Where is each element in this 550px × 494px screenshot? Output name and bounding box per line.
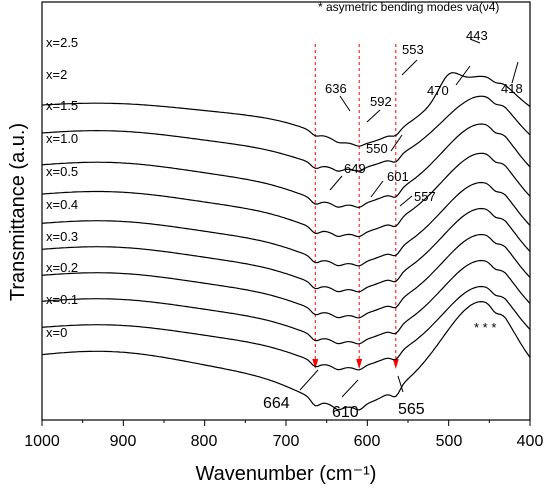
reference-arrow — [312, 359, 319, 369]
x-tick-label: 900 — [110, 433, 137, 450]
annotation-arrow — [339, 95, 351, 112]
annotation-label: 553 — [402, 42, 424, 57]
annotation-arrow — [366, 109, 381, 123]
x-tick-labels: 1000 900 800 700 600 500 400 — [24, 433, 543, 450]
series-label: x=0.1 — [46, 292, 78, 307]
annotation-label: 601 — [387, 169, 409, 184]
annotation-arrow — [401, 59, 418, 76]
x-axis-title: Wavenumber (cm⁻¹) — [196, 463, 377, 485]
annotations: 553 443 470 418 636 592 550 649 601 557 … — [263, 28, 523, 421]
annotation-label: 470 — [427, 83, 449, 98]
series-label: x=0.4 — [46, 197, 78, 212]
series-labels: x=2.5 x=2 x=1.5 x=1.0 x=0.5 x=0.4 x=0.3 … — [46, 35, 78, 340]
annotation-label: 649 — [344, 161, 366, 176]
series-line — [41, 259, 531, 345]
annotation-label: 636 — [325, 81, 347, 96]
annotation-arrow — [397, 375, 404, 393]
series-label: x=1.0 — [46, 131, 78, 146]
x-tick-label: 600 — [354, 433, 381, 450]
annotation-label: 610 — [332, 404, 359, 421]
annotation-arrow — [370, 180, 384, 198]
annotation-arrow — [299, 369, 319, 391]
series-line — [41, 123, 531, 209]
series-label: x=0 — [46, 325, 67, 340]
series-line — [41, 181, 531, 267]
annotation-arrow — [399, 195, 413, 207]
x-tick-label: 400 — [517, 433, 544, 450]
plot-frame — [41, 1, 531, 421]
series-label: x=2.5 — [46, 35, 78, 50]
annotation-label: 418 — [501, 81, 523, 96]
annotation-arrow — [390, 134, 403, 152]
annotation-label: 557 — [414, 189, 436, 204]
x-ticks — [41, 420, 531, 426]
chart-note: * asymetric bending modes νa(ν4) — [318, 0, 499, 14]
annotation-arrow — [341, 379, 359, 398]
annotation-arrow — [469, 38, 481, 44]
series-label: x=0.3 — [46, 229, 78, 244]
annotation-label: 565 — [398, 401, 425, 418]
annotation-label: 443 — [466, 28, 488, 43]
annotation-label: 592 — [370, 94, 392, 109]
series-label: x=1.5 — [46, 98, 78, 113]
annotation-label: 664 — [263, 395, 290, 412]
x-tick-label: 500 — [436, 433, 463, 450]
series-line — [41, 72, 531, 147]
annotation-arrow — [329, 175, 343, 191]
annotation-arrows — [299, 38, 519, 398]
x-tick-label: 700 — [273, 433, 300, 450]
series-line — [41, 152, 531, 238]
series-line — [41, 207, 531, 293]
series-group — [41, 72, 531, 411]
reference-arrow — [356, 359, 363, 369]
series-label: x=0.2 — [46, 260, 78, 275]
reference-arrow — [392, 359, 399, 369]
annotation-arrow — [511, 61, 519, 84]
series-line — [41, 285, 531, 371]
annotation-arrow — [455, 65, 471, 86]
x-tick-label: 800 — [191, 433, 218, 450]
annotation-label: * * * — [474, 320, 496, 335]
series-label: x=2 — [46, 67, 67, 82]
annotation-label: 550 — [366, 141, 388, 156]
series-label: x=0.5 — [46, 164, 78, 179]
y-axis-title: Transmittance (a.u.) — [7, 123, 29, 301]
series-line — [41, 95, 531, 172]
reference-lines — [312, 44, 399, 369]
series-line — [41, 233, 531, 319]
series-line — [41, 300, 531, 411]
x-tick-label: 1000 — [24, 433, 60, 450]
